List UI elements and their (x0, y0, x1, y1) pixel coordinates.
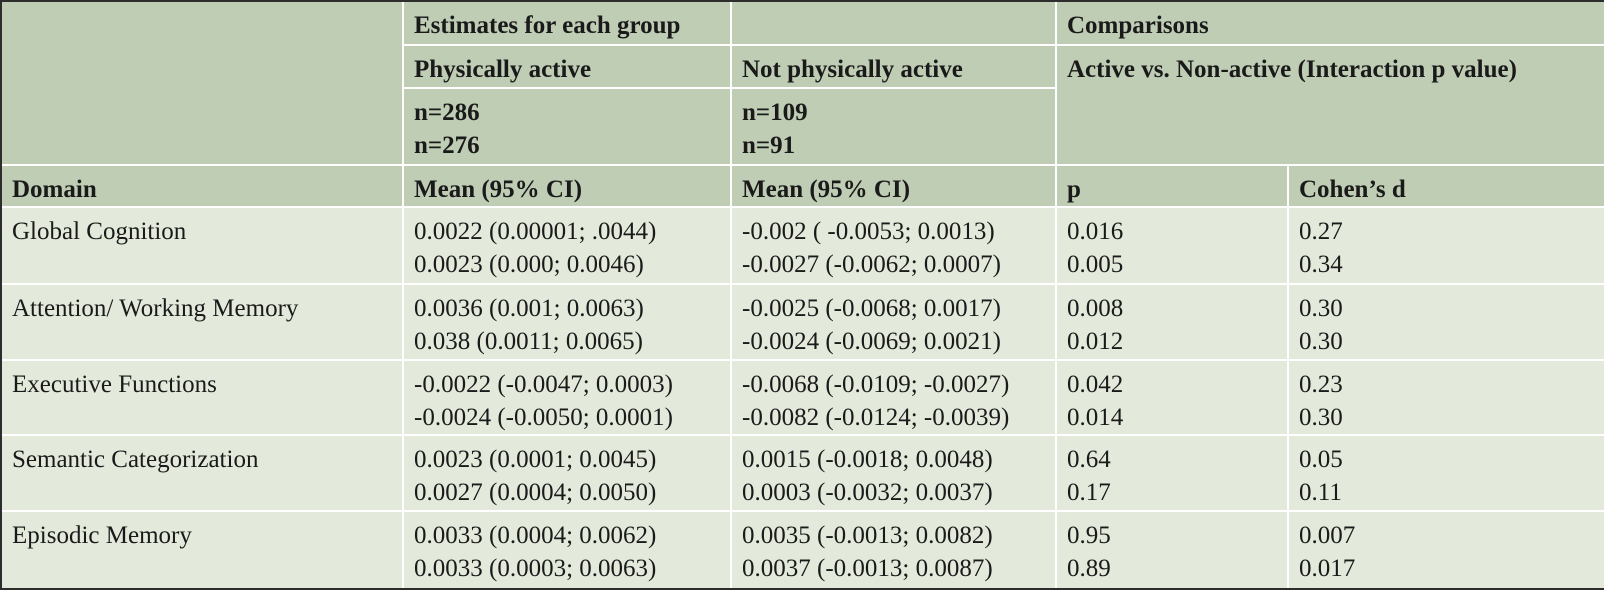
cohens-d-value: 0.11 (1299, 479, 1342, 507)
cohens-d-value: 0.017 (1299, 554, 1356, 582)
p-value: 0.012 (1067, 327, 1124, 355)
cohens-d-value: 0.34 (1299, 250, 1343, 278)
not-active-mean-line: -0.0082 (-0.0124; -0.0039) (742, 404, 1010, 432)
table-row: Episodic Memory 0.0033 (0.0004; 0.0062) … (0, 509, 1604, 590)
not-active-mean-line: -0.0027 (-0.0062; 0.0007) (742, 250, 1001, 278)
not-active-mean-cell: -0.0025 (-0.0068; 0.0017) -0.0024 (-0.00… (730, 282, 1057, 362)
domain-column-header: Domain (0, 163, 404, 208)
active-mean-line: 0.038 (0.0011; 0.0065) (414, 327, 643, 355)
not-active-mean-line: 0.0035 (-0.0013; 0.0082) (742, 521, 993, 549)
not-active-n-cell: n=109 n=91 (730, 87, 1057, 166)
cohens-d-cell: 0.05 0.11 (1287, 434, 1604, 512)
p-cell: 0.95 0.89 (1055, 509, 1289, 590)
active-mean-line: -0.0024 (-0.0050; 0.0001) (414, 404, 673, 432)
active-mean-line: 0.0033 (0.0004; 0.0062) (414, 521, 657, 549)
not-active-mean-cell: 0.0035 (-0.0013; 0.0082) 0.0037 (-0.0013… (730, 509, 1057, 590)
domain-cell: Global Cognition (0, 205, 404, 285)
header-row-3: n=286 n=276 n=109 n=91 (1, 87, 1604, 166)
table-row: Attention/ Working Memory 0.0036 (0.001;… (0, 282, 1604, 362)
header-row-2: Physically active Not physically active … (1, 44, 1604, 166)
active-mean-cell: 0.0022 (0.00001; .0044) 0.0023 (0.000; 0… (402, 205, 732, 285)
header-blank-cell (0, 0, 404, 166)
active-mean-line: 0.0022 (0.00001; .0044) (414, 217, 657, 245)
domain-cell: Attention/ Working Memory (0, 282, 404, 362)
active-mean-line: 0.0023 (0.000; 0.0046) (414, 250, 644, 278)
active-n-cell: n=286 n=276 (402, 87, 732, 166)
active-mean-line: 0.0036 (0.001; 0.0063) (414, 294, 644, 322)
cohens-d-value: 0.23 (1299, 371, 1343, 399)
not-active-mean-cell: -0.0068 (-0.0109; -0.0027) -0.0082 (-0.0… (730, 359, 1057, 437)
not-active-n-1: n=109 (742, 99, 808, 127)
not-physically-active-header: Not physically active (730, 44, 1057, 90)
cohens-d-cell: 0.007 0.017 (1287, 509, 1604, 590)
not-active-mean-line: -0.0068 (-0.0109; -0.0027) (742, 371, 1010, 399)
not-active-mean-column-header: Mean (95% CI) (730, 163, 1057, 208)
not-active-mean-line: 0.0003 (-0.0032; 0.0037) (742, 479, 993, 507)
active-mean-column-header: Mean (95% CI) (402, 163, 732, 208)
p-cell: 0.64 0.17 (1055, 434, 1289, 512)
p-cell: 0.016 0.005 (1055, 205, 1289, 285)
active-mean-line: 0.0023 (0.0001; 0.0045) (414, 446, 657, 474)
not-active-mean-line: -0.0025 (-0.0068; 0.0017) (742, 294, 1001, 322)
cohens-d-value: 0.27 (1299, 217, 1343, 245)
active-mean-cell: 0.0023 (0.0001; 0.0045) 0.0027 (0.0004; … (402, 434, 732, 512)
column-header-row: Domain Mean (95% CI) Mean (95% CI) p Coh… (0, 163, 1604, 208)
physically-active-header: Physically active (402, 44, 732, 90)
not-active-mean-line: 0.0037 (-0.0013; 0.0087) (742, 554, 993, 582)
not-active-mean-cell: -0.002 ( -0.0053; 0.0013) -0.0027 (-0.00… (730, 205, 1057, 285)
not-active-mean-cell: 0.0015 (-0.0018; 0.0048) 0.0003 (-0.0032… (730, 434, 1057, 512)
cohens-d-cell: 0.23 0.30 (1287, 359, 1604, 437)
active-mean-line: -0.0022 (-0.0047; 0.0003) (414, 371, 673, 399)
p-value: 0.014 (1067, 404, 1124, 432)
not-active-mean-line: 0.0015 (-0.0018; 0.0048) (742, 446, 993, 474)
p-value: 0.64 (1067, 446, 1111, 474)
table-row: Global Cognition 0.0022 (0.00001; .0044)… (0, 205, 1604, 285)
p-value: 0.17 (1067, 479, 1111, 507)
p-value: 0.042 (1067, 371, 1124, 399)
active-mean-cell: -0.0022 (-0.0047; 0.0003) -0.0024 (-0.00… (402, 359, 732, 437)
p-column-header: p (1055, 163, 1289, 208)
p-value: 0.005 (1067, 250, 1124, 278)
table-row: Semantic Categorization 0.0023 (0.0001; … (0, 434, 1604, 512)
p-value: 0.95 (1067, 521, 1111, 549)
comparisons-header: Comparisons (1055, 0, 1604, 47)
cohens-d-value: 0.007 (1299, 521, 1356, 549)
not-active-mean-line: -0.0024 (-0.0069; 0.0021) (742, 327, 1001, 355)
domain-cell: Episodic Memory (0, 509, 404, 590)
cohens-d-column-header: Cohen’s d (1287, 163, 1604, 208)
p-cell: 0.008 0.012 (1055, 282, 1289, 362)
not-active-mean-line: -0.002 ( -0.0053; 0.0013) (742, 217, 995, 245)
p-value: 0.008 (1067, 294, 1124, 322)
p-value: 0.016 (1067, 217, 1124, 245)
domain-cell: Executive Functions (0, 359, 404, 437)
header-row-1: Estimates for each group Comparisons (0, 0, 1604, 166)
cohens-d-value: 0.30 (1299, 294, 1343, 322)
cohens-d-value: 0.30 (1299, 327, 1343, 355)
domain-cell: Semantic Categorization (0, 434, 404, 512)
active-mean-cell: 0.0033 (0.0004; 0.0062) 0.0033 (0.0003; … (402, 509, 732, 590)
not-active-n-2: n=91 (742, 132, 796, 160)
cohens-d-value: 0.05 (1299, 446, 1343, 474)
active-n-1: n=286 (414, 99, 480, 127)
cohens-d-value: 0.30 (1299, 404, 1343, 432)
cohens-d-cell: 0.27 0.34 (1287, 205, 1604, 285)
active-mean-cell: 0.0036 (0.001; 0.0063) 0.038 (0.0011; 0.… (402, 282, 732, 362)
active-mean-line: 0.0027 (0.0004; 0.0050) (414, 479, 657, 507)
comparison-sub-header: Active vs. Non-active (Interaction p val… (1055, 44, 1604, 166)
p-cell: 0.042 0.014 (1055, 359, 1289, 437)
cohens-d-cell: 0.30 0.30 (1287, 282, 1604, 362)
estimates-header-empty (730, 0, 1057, 47)
active-n-2: n=276 (414, 132, 480, 160)
estimates-header: Estimates for each group (402, 0, 732, 47)
table-row: Executive Functions -0.0022 (-0.0047; 0.… (0, 359, 1604, 437)
p-value: 0.89 (1067, 554, 1111, 582)
active-mean-line: 0.0033 (0.0003; 0.0063) (414, 554, 657, 582)
